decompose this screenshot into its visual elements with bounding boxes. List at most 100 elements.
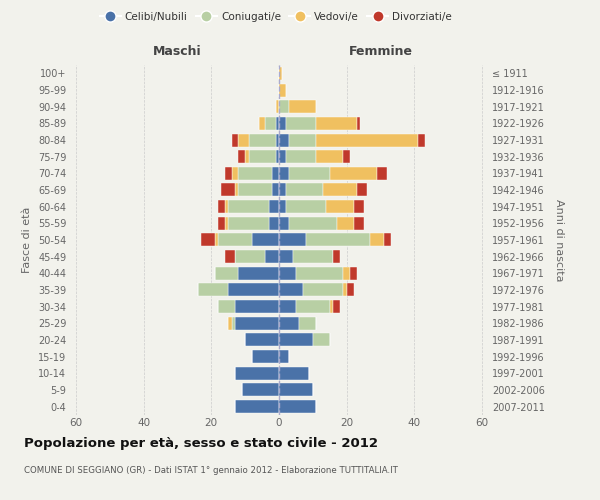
Bar: [248, 150, 275, 163]
Bar: [218, 300, 235, 313]
Bar: [238, 184, 272, 196]
Bar: [343, 267, 350, 280]
Bar: [225, 250, 235, 263]
Bar: [286, 150, 316, 163]
Bar: [384, 234, 391, 246]
Bar: [198, 284, 228, 296]
Bar: [235, 250, 265, 263]
Bar: [228, 200, 269, 213]
Text: Femmine: Femmine: [349, 46, 413, 59]
Bar: [275, 117, 279, 130]
Bar: [275, 150, 279, 163]
Y-axis label: Fasce di età: Fasce di età: [22, 207, 32, 273]
Bar: [265, 250, 279, 263]
Bar: [279, 334, 313, 346]
Bar: [232, 317, 235, 330]
Bar: [279, 300, 296, 313]
Bar: [350, 267, 357, 280]
Bar: [299, 317, 316, 330]
Bar: [343, 150, 350, 163]
Bar: [215, 267, 238, 280]
Bar: [269, 200, 279, 213]
Bar: [279, 367, 310, 380]
Bar: [289, 167, 330, 180]
Bar: [353, 200, 364, 213]
Bar: [279, 200, 286, 213]
Bar: [337, 217, 353, 230]
Bar: [289, 100, 316, 113]
Bar: [279, 267, 296, 280]
Bar: [316, 117, 357, 130]
Bar: [235, 300, 279, 313]
Bar: [272, 167, 279, 180]
Bar: [248, 134, 275, 146]
Bar: [242, 384, 279, 396]
Bar: [316, 150, 343, 163]
Bar: [347, 284, 353, 296]
Bar: [279, 234, 306, 246]
Bar: [279, 350, 289, 363]
Bar: [333, 300, 340, 313]
Bar: [279, 100, 289, 113]
Bar: [330, 167, 377, 180]
Bar: [293, 250, 333, 263]
Bar: [279, 284, 303, 296]
Bar: [228, 284, 279, 296]
Bar: [353, 217, 364, 230]
Bar: [303, 284, 343, 296]
Bar: [313, 334, 330, 346]
Bar: [272, 184, 279, 196]
Text: Popolazione per età, sesso e stato civile - 2012: Popolazione per età, sesso e stato civil…: [24, 438, 378, 450]
Bar: [279, 250, 293, 263]
Bar: [279, 134, 289, 146]
Bar: [235, 400, 279, 413]
Bar: [279, 400, 316, 413]
Bar: [330, 300, 333, 313]
Bar: [357, 184, 367, 196]
Bar: [238, 267, 279, 280]
Bar: [238, 134, 248, 146]
Bar: [232, 167, 238, 180]
Bar: [235, 367, 279, 380]
Legend: Celibi/Nubili, Coniugati/e, Vedovi/e, Divorziati/e: Celibi/Nubili, Coniugati/e, Vedovi/e, Di…: [95, 8, 457, 26]
Bar: [238, 167, 272, 180]
Bar: [279, 67, 283, 80]
Bar: [218, 234, 252, 246]
Bar: [370, 234, 384, 246]
Bar: [377, 167, 388, 180]
Bar: [235, 184, 238, 196]
Bar: [418, 134, 425, 146]
Bar: [333, 250, 340, 263]
Bar: [228, 317, 232, 330]
Bar: [218, 200, 225, 213]
Bar: [286, 184, 323, 196]
Bar: [286, 200, 326, 213]
Bar: [201, 234, 215, 246]
Bar: [221, 184, 235, 196]
Bar: [245, 150, 248, 163]
Bar: [296, 267, 343, 280]
Bar: [279, 184, 286, 196]
Bar: [279, 317, 299, 330]
Bar: [225, 217, 228, 230]
Bar: [316, 134, 418, 146]
Bar: [279, 217, 289, 230]
Bar: [326, 200, 353, 213]
Bar: [275, 134, 279, 146]
Bar: [238, 150, 245, 163]
Bar: [269, 217, 279, 230]
Bar: [245, 334, 279, 346]
Bar: [289, 134, 316, 146]
Bar: [279, 167, 289, 180]
Text: Maschi: Maschi: [153, 46, 202, 59]
Bar: [252, 350, 279, 363]
Bar: [232, 134, 238, 146]
Bar: [259, 117, 265, 130]
Bar: [228, 217, 269, 230]
Bar: [218, 217, 225, 230]
Bar: [279, 150, 286, 163]
Bar: [275, 100, 279, 113]
Bar: [279, 117, 286, 130]
Bar: [279, 84, 286, 96]
Bar: [323, 184, 357, 196]
